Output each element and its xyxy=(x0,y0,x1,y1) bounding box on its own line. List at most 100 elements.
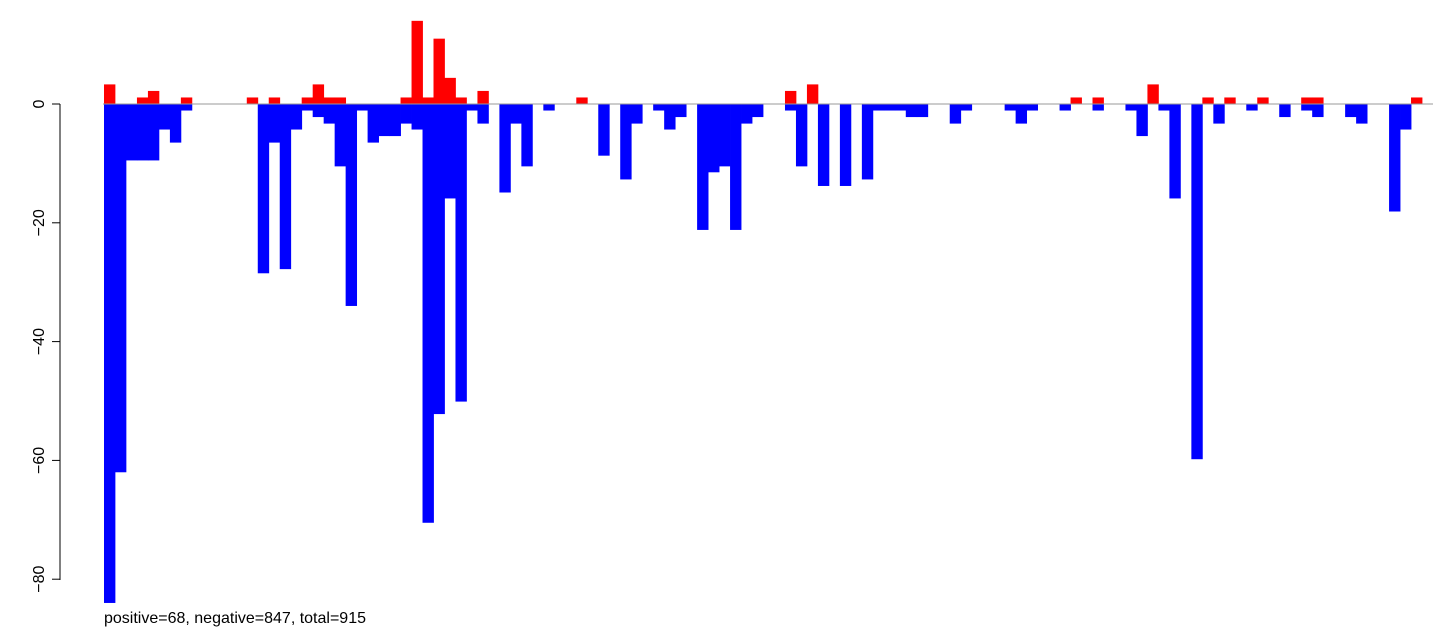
negative-bar xyxy=(1004,104,1017,111)
negative-bar xyxy=(1345,104,1357,118)
negative-bar xyxy=(697,104,709,230)
y-tick-label: −80 xyxy=(31,566,48,593)
positive-bar xyxy=(136,97,149,104)
negative-bar xyxy=(312,104,325,118)
negative-bar xyxy=(1125,104,1137,111)
negative-bar xyxy=(367,104,379,143)
negative-bar xyxy=(422,104,434,523)
y-tick-label: −60 xyxy=(31,447,48,474)
negative-bar xyxy=(158,104,171,130)
negative-bar xyxy=(400,104,412,124)
negative-bar xyxy=(257,104,270,274)
positive-bar xyxy=(1070,97,1082,104)
negative-bar xyxy=(290,104,303,130)
negative-bar xyxy=(323,104,336,124)
negative-bar xyxy=(389,104,401,137)
negative-bar xyxy=(1279,104,1291,118)
negative-bar xyxy=(1026,104,1038,111)
negative-bar xyxy=(378,104,390,137)
positive-bar xyxy=(1312,97,1324,104)
positive-bar xyxy=(1202,97,1214,104)
positive-bar xyxy=(400,97,412,104)
y-ticks: 0 −20 −40 −60 −80 xyxy=(31,99,60,593)
summary-label: positive=68, negative=847, total=915 xyxy=(104,610,366,627)
positive-bar xyxy=(422,97,434,104)
negative-bar xyxy=(1389,104,1401,212)
negative-bar xyxy=(916,104,929,118)
negative-bar xyxy=(1400,104,1412,130)
negative-bar xyxy=(1092,104,1104,111)
negative-bar xyxy=(631,104,643,124)
y-tick-label: −40 xyxy=(31,328,48,355)
positive-bar xyxy=(334,97,347,104)
negative-bar xyxy=(301,104,314,111)
negative-bar xyxy=(839,104,852,186)
negative-bar xyxy=(477,104,489,124)
negative-bar xyxy=(1213,104,1225,124)
positive-bar xyxy=(433,38,445,104)
negative-bar xyxy=(345,104,358,306)
negative-bar xyxy=(708,104,720,173)
negative-bar xyxy=(664,104,676,130)
negative-bar xyxy=(949,104,962,124)
positive-bar xyxy=(784,90,797,104)
positive-bar xyxy=(246,97,259,104)
negative-bar xyxy=(752,104,764,118)
negative-bar xyxy=(817,104,830,186)
negative-bar xyxy=(1312,104,1324,118)
positive-bar xyxy=(1092,97,1104,104)
negative-bar xyxy=(730,104,742,230)
negative-bar xyxy=(1356,104,1368,124)
negative-bar xyxy=(136,104,149,161)
negative-bar xyxy=(1158,104,1170,111)
negative-bar xyxy=(455,104,467,402)
positive-bar xyxy=(312,84,325,104)
positive-bar xyxy=(444,77,456,104)
negative-bar xyxy=(543,104,555,111)
negative-bar xyxy=(499,104,511,193)
positive-bar xyxy=(455,97,467,104)
negative-bar xyxy=(1246,104,1258,111)
negative-bar xyxy=(1169,104,1181,199)
negative-bar xyxy=(114,104,127,473)
negative-bar xyxy=(169,104,182,143)
y-axis: 0 −20 −40 −60 −80 xyxy=(31,99,61,593)
negative-bar xyxy=(180,104,193,111)
negative-bar xyxy=(1191,104,1203,460)
negative-bar xyxy=(433,104,445,415)
negative-bar xyxy=(795,104,808,167)
positive-bar xyxy=(1257,97,1269,104)
y-tick-label: 0 xyxy=(31,99,48,108)
positive-bar xyxy=(576,97,588,104)
positive-bar xyxy=(1224,97,1236,104)
negative-bar xyxy=(861,104,874,180)
positive-bar xyxy=(411,20,423,105)
negative-bar xyxy=(784,104,797,111)
negative-bar xyxy=(510,104,522,124)
positive-bar xyxy=(1301,97,1313,104)
negative-bar xyxy=(883,104,896,111)
negative-bar xyxy=(620,104,632,180)
negative-bar xyxy=(960,104,973,111)
negative-bar xyxy=(147,104,160,161)
positive-bar xyxy=(806,84,819,104)
negative-bar xyxy=(1136,104,1148,137)
negative-bar xyxy=(444,104,456,199)
negative-bar xyxy=(1015,104,1028,124)
positive-bar xyxy=(268,97,281,104)
negative-bar xyxy=(1059,104,1071,111)
negative-bar xyxy=(741,104,753,124)
negative-bar xyxy=(356,104,368,111)
negative-bar xyxy=(279,104,292,270)
negative-bar xyxy=(905,104,918,118)
positive-bar xyxy=(301,97,314,104)
negative-bar xyxy=(334,104,347,167)
y-tick-label: −20 xyxy=(31,209,48,236)
positive-bar xyxy=(180,97,193,104)
negative-bar xyxy=(894,104,907,111)
negative-bar xyxy=(268,104,281,143)
positive-bar xyxy=(477,90,489,104)
negative-bar xyxy=(104,104,116,603)
negative-bar xyxy=(598,104,610,156)
